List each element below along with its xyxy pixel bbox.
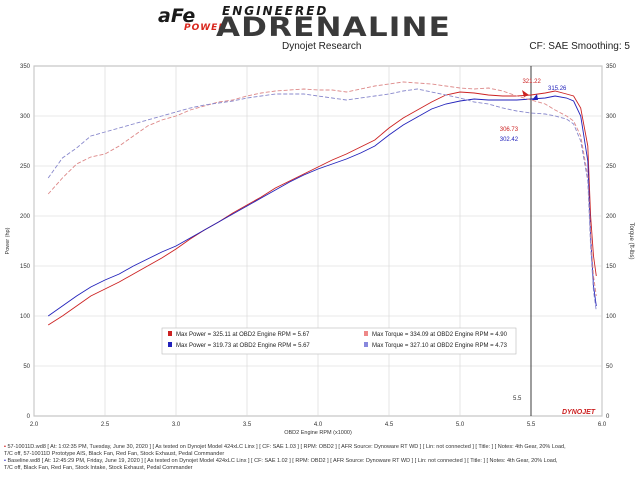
series-line-2: [47, 95, 597, 317]
legend-entry: Max Torque = 327.10 at OBD2 Engine RPM =…: [372, 343, 508, 349]
dynojet-brand: DYNOJET: [562, 409, 596, 416]
y-tick-label-left: 300: [20, 114, 31, 120]
dyno-chart: 2.0 2.5 3.0 3.5 4.0 4.5 5.0 5.5 6.0 0 0 50 50 100 100 1…: [5, 64, 634, 436]
legend-entry: Max Torque = 334.09 at OBD2 Engine RPM =…: [372, 332, 508, 338]
footer-line: T/C off, Black Fan, Red Fan, Stock Intak…: [4, 465, 193, 471]
x-tick-label: 2.0: [30, 422, 39, 428]
legend-swatch: [364, 331, 368, 336]
y-tick-label-right: 350: [606, 64, 617, 70]
legend-entry: Max Power = 325.11 at OBD2 Engine RPM = …: [176, 332, 310, 338]
y-tick-label-left: 50: [23, 364, 30, 370]
axes: 2.0 2.5 3.0 3.5 4.0 4.5 5.0 5.5 6.0 0 0 50 50 100 100 1…: [5, 64, 634, 436]
x-tick-label: 4.0: [314, 422, 323, 428]
x-axis-label: OBD2 Engine RPM (x1000): [284, 430, 352, 436]
x-tick-label: 3.0: [172, 422, 181, 428]
legend-box: [161, 327, 517, 355]
legend-swatch: [168, 342, 172, 347]
y-tick-label-right: 150: [606, 264, 617, 270]
x-tick-label: 3.5: [243, 422, 252, 428]
x-tick-label: 4.5: [385, 422, 394, 428]
logo-main-text: ADRENALINE: [216, 12, 451, 43]
y-axis-label-right: Torque (ft-lbs): [628, 222, 634, 259]
y-tick-label-right: 100: [606, 314, 617, 320]
x-tick-label: 5.0: [456, 422, 465, 428]
y-tick-label-right: 250: [606, 164, 617, 170]
y-axis-label-left: Power (hp): [5, 227, 11, 254]
y-tick-label-left: 250: [20, 164, 31, 170]
grid: [33, 65, 603, 417]
marker-arrow: [522, 90, 529, 97]
marker-arrow: [532, 94, 538, 100]
x-tick-label: 2.5: [101, 422, 110, 428]
legend-swatch: [168, 331, 172, 336]
y-tick-label-right: 0: [606, 414, 610, 420]
x-tick-label: 5.5: [527, 422, 536, 428]
logo-badge: aFe: [158, 5, 196, 27]
rpm-cursor-label: 5.5: [513, 396, 522, 402]
correction-factor-label: CF: SAE Smoothing: 5: [529, 41, 630, 52]
chart-subtitle: Dynojet Research: [282, 41, 362, 52]
y-tick-label-left: 0: [27, 414, 31, 420]
legend: Max Power = 325.11 at OBD2 Engine RPM = …: [161, 327, 517, 355]
footer-line: • Baseline.wd8 [ At: 12:45:29 PM, Friday…: [4, 458, 558, 464]
data-label: 302.42: [500, 137, 519, 143]
logo-top-text: ENGINEERED: [222, 4, 329, 18]
legend-entry: Max Power = 319.73 at OBD2 Engine RPM = …: [176, 343, 310, 349]
y-tick-label-right: 50: [606, 364, 613, 370]
brand-logo: aFe POWER ENGINEERED ADRENALINE: [150, 2, 490, 43]
series-line-1: [47, 90, 597, 326]
data-label: 321.22: [522, 79, 541, 85]
y-tick-label-left: 150: [20, 264, 31, 270]
series-line-4: [47, 88, 597, 312]
y-tick-label-left: 350: [20, 64, 31, 70]
annotations: 321.22 315.26 306.73 302.42: [500, 79, 567, 143]
y-tick-label-left: 200: [20, 214, 31, 220]
logo-badge-sub: POWER: [184, 23, 227, 33]
footer-line: • 57-10011D.wd8 [ At: 1:02:35 PM, Tuesda…: [4, 444, 566, 450]
y-tick-label-left: 100: [20, 314, 31, 320]
y-tick-label-right: 200: [606, 214, 617, 220]
series-group: [47, 81, 597, 326]
data-label: 315.26: [548, 86, 567, 92]
x-tick-label: 6.0: [598, 422, 607, 428]
legend-swatch: [364, 342, 368, 347]
footer-notes: • 57-10011D.wd8 [ At: 1:02:35 PM, Tuesda…: [4, 444, 640, 472]
data-label: 306.73: [500, 127, 519, 133]
footer-line: T/C off, 57-10011D Prototype AIS, Black …: [4, 451, 225, 457]
y-tick-label-right: 300: [606, 114, 617, 120]
